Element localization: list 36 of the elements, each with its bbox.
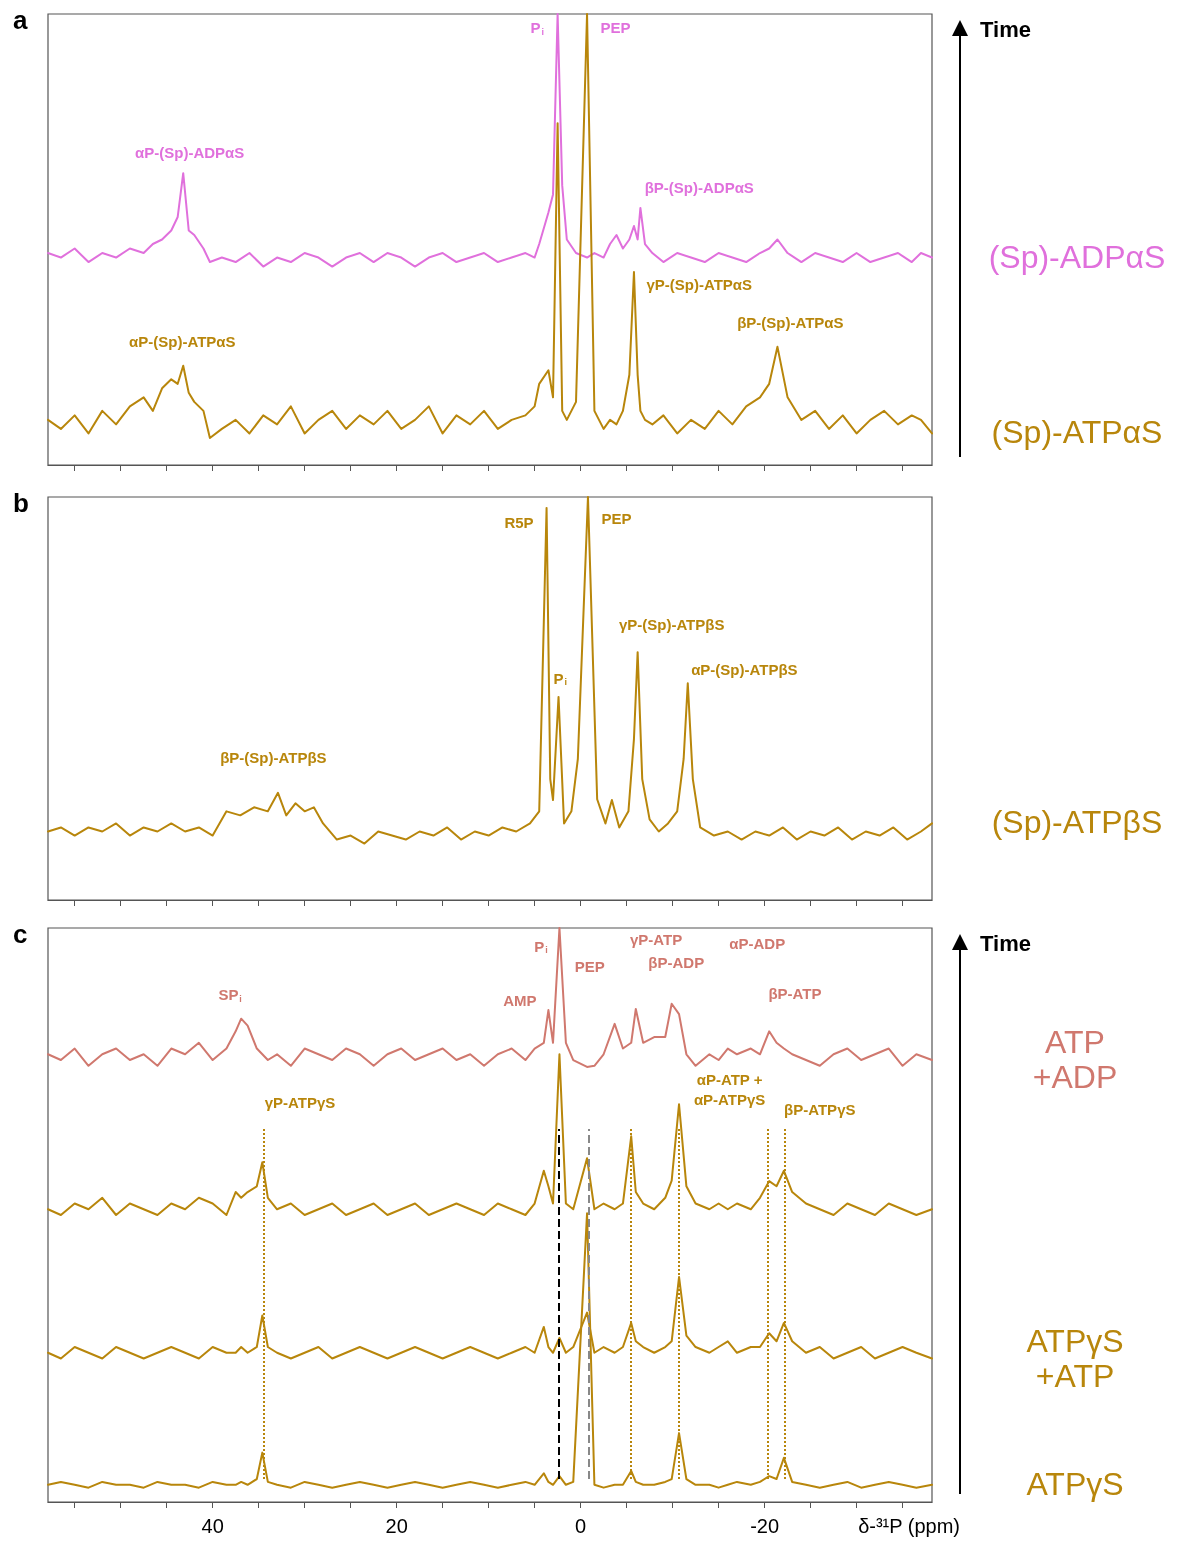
x-axis-title: δ-³¹P (ppm) — [858, 1515, 960, 1537]
annotation: βP-(Sp)-ATPαS — [737, 314, 844, 332]
x-tick-label: -20 — [750, 1515, 780, 1537]
series-label: (Sp)-ATPβS — [990, 804, 1164, 842]
text: ATPγS — [1025, 1466, 1125, 1503]
annotation: βP-(Sp)-ADPαS — [644, 178, 754, 196]
annotation: αP-ATP + αP-ATPγS — [693, 1071, 766, 1109]
annotation: βP-ADP — [648, 953, 705, 971]
text: ATP +ADP — [1031, 1023, 1119, 1096]
text: Time — [980, 17, 1031, 43]
series-label: (Sp)-ADPαS — [987, 238, 1167, 276]
annotation: γP-ATPγS — [264, 1094, 336, 1112]
annotation: R5P — [504, 513, 534, 531]
chart-title: c — [13, 919, 28, 949]
annotation: γP-(Sp)-ATPβS — [618, 615, 725, 633]
annotation: αP-(Sp)-ATPβS — [691, 660, 798, 678]
text: ATPγS +ATP — [1025, 1322, 1125, 1394]
text: Time — [980, 931, 1031, 957]
annotation: βP-(Sp)-ATPβS — [220, 749, 327, 767]
chart-title: b — [13, 488, 29, 518]
annotation: γP-(Sp)-ATPαS — [646, 276, 753, 294]
annotation: αP-(Sp)-ATPαS — [129, 333, 236, 351]
annotation: γP-ATP — [629, 930, 683, 948]
x-tick-label: 0 — [575, 1515, 587, 1537]
chart-title: a — [13, 5, 28, 35]
series-label: (Sp)-ATPαS — [990, 414, 1164, 452]
annotation: PEP — [601, 509, 632, 527]
x-tick-label: 20 — [385, 1515, 408, 1537]
annotation: αP-(Sp)-ADPαS — [135, 144, 245, 162]
annotation: αP-ADP — [729, 934, 786, 952]
annotation: βP-ATP — [768, 984, 822, 1002]
annotation: AMP — [503, 991, 537, 1009]
x-tick-label: 40 — [201, 1515, 224, 1537]
annotation: PEP — [600, 19, 631, 37]
annotation: PEP — [574, 957, 605, 975]
annotation: βP-ATPγS — [784, 1101, 856, 1119]
